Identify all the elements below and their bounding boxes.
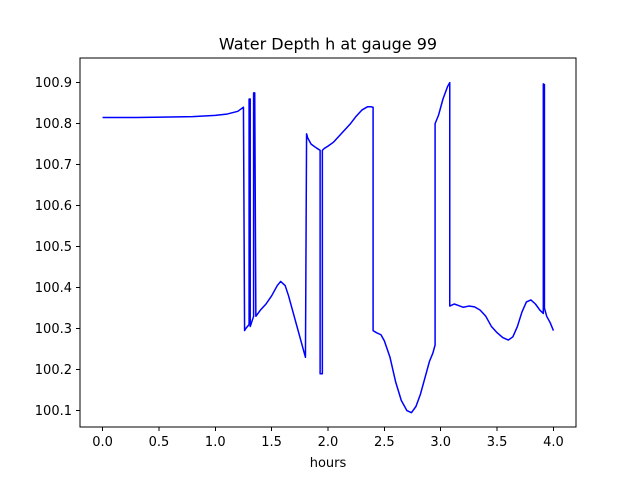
x-tick-label: 1.5 <box>261 435 282 450</box>
water-depth-line <box>102 81 555 414</box>
x-axis-label: hours <box>310 456 347 471</box>
x-tick-label: 0.5 <box>149 435 170 450</box>
y-axis-ticks: 100.1 100.2 100.3 100.4 100.5 100.6 100.7 100.8… <box>35 76 80 419</box>
y-tick-label: 100.5 <box>35 240 72 255</box>
y-tick-label: 100.4 <box>35 281 72 296</box>
x-tick-label: 1.0 <box>205 435 226 450</box>
x-tick-label: 0.0 <box>92 435 113 450</box>
y-tick-label: 100.3 <box>35 322 72 337</box>
x-axis-ticks: 0.0 0.5 1.0 1.5 2.0 2.5 3.0 3.5 4.0 <box>92 427 564 450</box>
chart-title: Water Depth h at gauge 99 <box>219 35 437 54</box>
x-tick-label: 2.0 <box>318 435 339 450</box>
x-tick-label: 4.0 <box>543 435 564 450</box>
y-tick-label: 100.7 <box>35 158 72 173</box>
y-tick-label: 100.8 <box>35 117 72 132</box>
x-tick-label: 2.5 <box>374 435 395 450</box>
y-tick-label: 100.9 <box>35 76 72 91</box>
y-tick-label: 100.6 <box>35 199 72 214</box>
y-tick-label: 100.1 <box>35 404 72 419</box>
y-tick-label: 100.2 <box>35 363 72 378</box>
x-tick-label: 3.5 <box>487 435 508 450</box>
x-tick-label: 3.0 <box>430 435 451 450</box>
